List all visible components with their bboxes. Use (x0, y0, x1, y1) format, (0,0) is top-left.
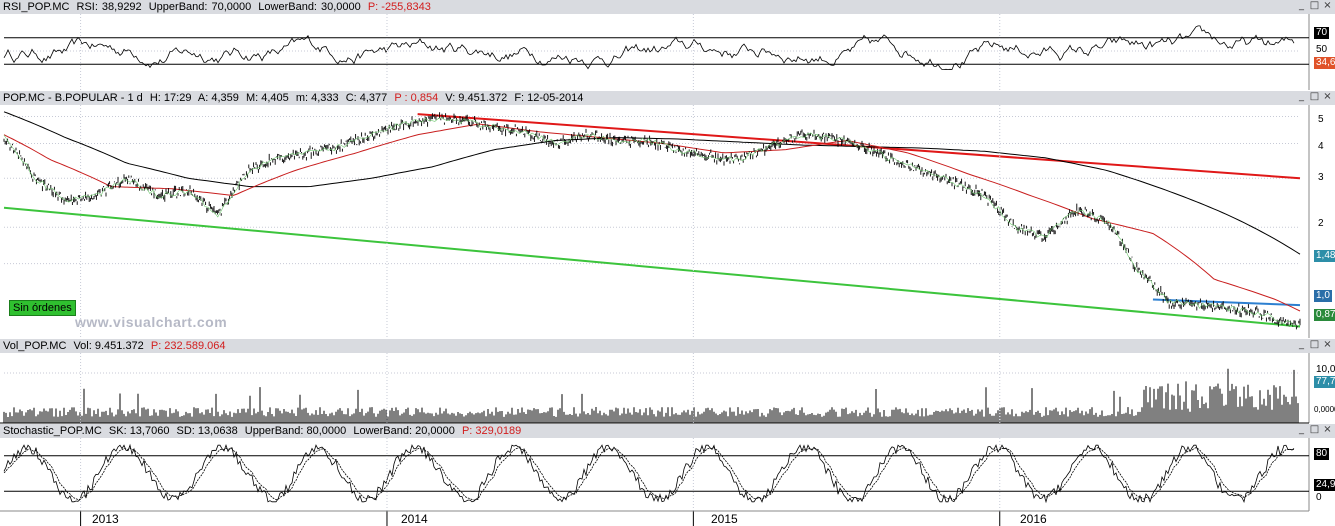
price-tick-3: 3 (1318, 172, 1324, 183)
volume-tick-0: 0,0000 (1314, 405, 1335, 414)
price-window-controls: _ □ × (1296, 92, 1333, 103)
close-icon[interactable]: × (1323, 0, 1332, 11)
stochastic-upper: UpperBand: 80,0000 (244, 425, 347, 437)
x-tick-label: 2016 (1020, 512, 1047, 526)
stoch-tick-0: 0 (1316, 492, 1322, 503)
price-time: H: 17:29 (149, 92, 192, 104)
price-tag-148: 1,48 (1314, 250, 1335, 262)
minimize-icon[interactable]: _ (1299, 339, 1304, 350)
rsi-line (3, 25, 1295, 70)
price-symbol: POP.MC - B.POPULAR - 1 d (3, 92, 143, 104)
stoch-current-tag: 24,9 (1314, 479, 1335, 491)
rsi-lower-label: LowerBand: (258, 1, 317, 13)
volume-panel-header: Vol_POP.MC Vol: 9.451.372 P: 232.589.064… (0, 339, 1335, 353)
volume-symbol: Vol_POP.MC (3, 340, 67, 352)
price-tick-5: 5 (1318, 114, 1324, 125)
volume-p-value: P: 232.589.064 (150, 340, 226, 352)
price-date: F: 12-05-2014 (514, 92, 584, 104)
close-icon[interactable]: × (1323, 424, 1332, 435)
stochastic-chart (3, 438, 1310, 511)
rsi-upper-label: UpperBand: (148, 1, 208, 13)
no-orders-badge[interactable]: Sin órdenes (9, 300, 76, 316)
volume-value: Vol: 9.451.372 (73, 340, 144, 352)
price-close-line (3, 117, 1301, 327)
sma-long-line (3, 111, 1301, 255)
maximize-icon[interactable]: □ (1309, 0, 1320, 11)
rsi-value: 38,9292 (101, 1, 142, 13)
close-icon[interactable]: × (1323, 91, 1332, 102)
watermark: www.visualchart.com (75, 314, 228, 330)
rsi-lower-value: 30,0000 (321, 1, 361, 13)
price-close: C: 4,377 (345, 92, 388, 104)
price-bars (3, 112, 1301, 330)
price-tag-087: 0,87 (1314, 309, 1335, 321)
x-tick-label: 2013 (92, 512, 119, 526)
stochastic-sk: SK: 13,7060 (108, 425, 170, 437)
trendline-support (3, 206, 1301, 328)
minimize-icon[interactable]: _ (1299, 91, 1304, 102)
price-high: M: 4,405 (245, 92, 289, 104)
price-tick-2: 2 (1318, 218, 1324, 229)
rsi-label: RSI: (76, 1, 98, 13)
stochastic-window-controls: _ □ × (1296, 425, 1333, 436)
minimize-icon[interactable]: _ (1299, 0, 1304, 11)
time-axis (0, 14, 1309, 526)
price-tick-4: 4 (1318, 141, 1324, 152)
rsi-tick-50: 50 (1316, 44, 1328, 55)
price-chart (3, 105, 1310, 338)
stoch-tick-80: 80 (1314, 448, 1330, 460)
stoch-sk-line (3, 443, 1295, 504)
stochastic-lower: LowerBand: 20,0000 (353, 425, 455, 437)
stochastic-p-value: P: 329,0189 (461, 425, 522, 437)
sma-short-line (3, 123, 1301, 312)
price-tag-102: 1,0 (1314, 290, 1332, 302)
volume-bars (3, 368, 1299, 423)
price-volume: V: 9.451.372 (445, 92, 508, 104)
volume-current-tag: 77,7 (1314, 376, 1335, 388)
rsi-window-controls: _ □ × (1296, 1, 1333, 12)
price-low: m: 4,333 (295, 92, 339, 104)
rsi-chart (3, 14, 1310, 90)
x-tick-label: 2014 (401, 512, 428, 526)
stochastic-symbol: Stochastic_POP.MC (3, 425, 102, 437)
close-icon[interactable]: × (1323, 339, 1332, 350)
volume-chart (0, 353, 1310, 424)
maximize-icon[interactable]: □ (1309, 424, 1320, 435)
price-open: A: 4,359 (197, 92, 239, 104)
rsi-current-tag: 34,6 (1314, 57, 1335, 69)
maximize-icon[interactable]: □ (1309, 339, 1320, 350)
rsi-upper-value: 70,0000 (211, 1, 252, 13)
volume-window-controls: _ □ × (1296, 340, 1333, 351)
price-panel-header: POP.MC - B.POPULAR - 1 d H: 17:29 A: 4,3… (0, 91, 1335, 105)
stochastic-sd: SD: 13,0638 (176, 425, 238, 437)
minimize-icon[interactable]: _ (1299, 424, 1304, 435)
rsi-tick-70: 70 (1314, 27, 1330, 39)
rsi-symbol: RSI_POP.MC (3, 1, 70, 13)
x-tick-label: 2015 (711, 512, 738, 526)
volume-tick-10: 10,0 (1316, 364, 1335, 375)
rsi-p-value: P: -255,8343 (367, 1, 431, 13)
rsi-panel-header: RSI_POP.MC RSI: 38,9292 UpperBand: 70,0000… (0, 0, 1335, 14)
maximize-icon[interactable]: □ (1309, 91, 1320, 102)
price-p-value: P : 0,854 (394, 92, 439, 104)
stochastic-panel-header: Stochastic_POP.MC SK: 13,7060 SD: 13,063… (0, 424, 1335, 438)
stoch-sd-line (3, 447, 1295, 501)
